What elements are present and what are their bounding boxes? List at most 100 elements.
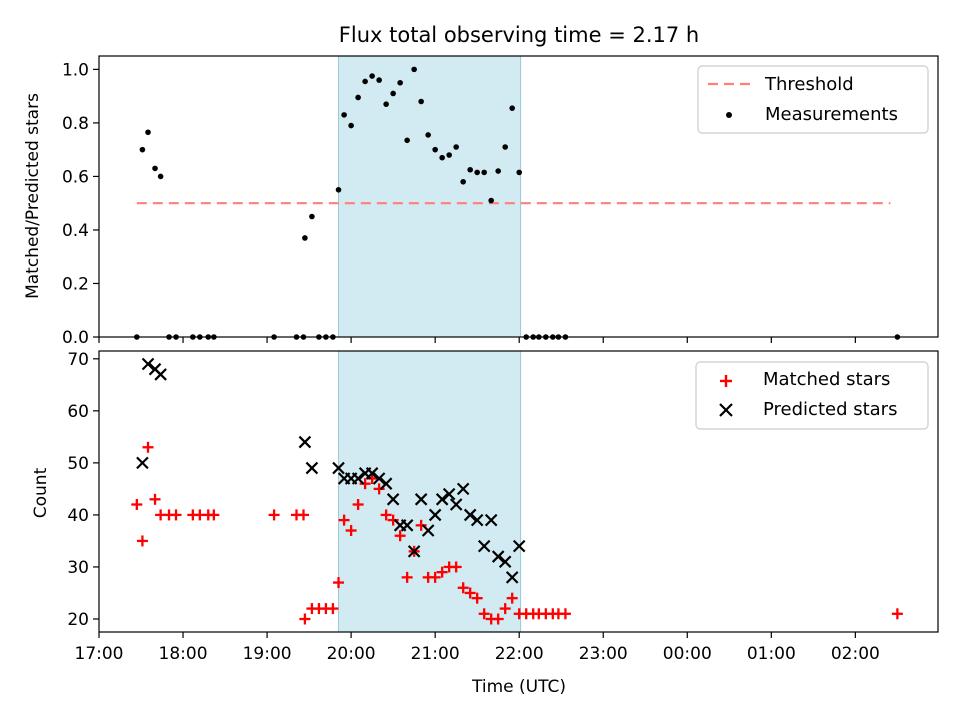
matched-marker [506, 592, 518, 604]
measurement-point [341, 112, 347, 118]
predicted-marker [414, 493, 428, 506]
bottom-panel: 20 30 40 50 60 70 17:00 18:00 19:00 20:00 21:00 22… [31, 350, 939, 697]
measurement-point [369, 73, 375, 79]
bottom-legend-box [695, 361, 929, 430]
predicted-marker [491, 550, 505, 563]
predicted-marker [379, 477, 393, 490]
x-tick-label: 22:00 [495, 644, 544, 664]
top-x-ticks [98, 337, 856, 343]
matched-marker [457, 582, 469, 594]
measurement-point [418, 98, 424, 105]
legend-predicted-label: Predicted stars [763, 399, 897, 420]
measurement-point [453, 144, 459, 150]
matched-marker [299, 613, 311, 625]
measurement-point [302, 235, 308, 241]
measurement-point [348, 122, 354, 129]
predicted-marker [498, 555, 512, 569]
predicted-marker [305, 461, 319, 475]
x-tick-label: 17:00 [75, 644, 124, 664]
x-tick-label: 19:00 [243, 644, 292, 664]
predicted-marker [484, 513, 498, 527]
measurement-point [460, 178, 466, 185]
y-tick-label: 0.6 [62, 167, 89, 187]
matched-marker [401, 571, 413, 583]
measurement-point [139, 146, 146, 153]
matched-marker [327, 603, 339, 615]
measurement-point [390, 90, 396, 97]
predicted-marker [428, 508, 442, 522]
matched-marker [333, 577, 345, 589]
top-legend: Threshold Measurements [697, 65, 929, 134]
y-tick-label: 0.4 [62, 221, 89, 241]
predicted-marker [449, 498, 463, 511]
matched-marker [170, 509, 182, 521]
bottom-y-ticks: 20 30 40 50 60 70 [67, 350, 99, 630]
y-tick-label: 20 [67, 610, 89, 630]
measurement-point [439, 154, 445, 161]
x-tick-label: 02:00 [831, 644, 880, 664]
matched-marker [338, 514, 350, 526]
measurement-point [425, 132, 431, 138]
predicted-marker [372, 472, 386, 485]
y-tick-label: 0.0 [62, 328, 89, 348]
y-tick-label: 0.2 [62, 274, 89, 294]
predicted-marker [365, 467, 379, 480]
bottom-legend: Matched stars Predicted stars [695, 361, 929, 430]
predicted-marker [351, 472, 365, 485]
measurement-point [404, 137, 410, 144]
top-y-ticks: 0.0 0.2 0.4 0.6 0.8 1.0 [62, 60, 99, 348]
predicted-marker [505, 571, 519, 584]
predicted-marker [141, 357, 155, 371]
bottom-x-ticks: 17:00 18:00 19:00 20:00 21:00 22:00 23:00 00:00… [75, 632, 880, 664]
legend-matched-swatch [720, 375, 732, 387]
matched-marker [394, 530, 406, 542]
measurement-point [309, 213, 315, 220]
bottom-axes-frame [98, 350, 939, 633]
matched-marker [136, 535, 148, 547]
chart-title: Flux total observing time = 2.17 h [339, 23, 699, 47]
matched-marker [429, 571, 441, 583]
predicted-marker [435, 493, 449, 506]
matched-marker [297, 509, 309, 521]
measurement-point [516, 169, 523, 176]
y-tick-label: 60 [67, 402, 89, 422]
x-axis-label: Time (UTC) [471, 677, 566, 697]
measurement-point [411, 66, 417, 73]
measurement-point [152, 165, 158, 172]
predicted-marker [400, 519, 414, 532]
x-tick-label: 23:00 [579, 644, 628, 664]
y-tick-label: 0.8 [62, 114, 89, 134]
predicted-marker [407, 545, 421, 558]
measurement-point [502, 144, 508, 150]
matched-marker [345, 525, 357, 537]
matched-marker [352, 499, 364, 511]
predicted-points [136, 357, 526, 584]
y-tick-label: 70 [67, 350, 89, 370]
top-y-axis-label: Matched/Predicted stars [23, 93, 43, 299]
top-shaded-span [338, 55, 522, 338]
x-tick-label: 21:00 [411, 644, 460, 664]
top-legend-box [697, 65, 929, 134]
predicted-marker [332, 461, 345, 475]
predicted-marker [386, 493, 400, 506]
measurement-point [474, 169, 480, 176]
measurement-point [362, 78, 368, 85]
matched-marker [149, 493, 161, 505]
matched-marker [499, 603, 511, 615]
legend-matched-label: Matched stars [763, 369, 890, 390]
legend-measurements-label: Measurements [765, 104, 898, 125]
predicted-marker [298, 435, 312, 449]
matched-points [131, 441, 903, 625]
predicted-marker [421, 524, 435, 537]
x-tick-label: 18:00 [159, 644, 208, 664]
predicted-marker [477, 539, 491, 553]
measurement-point [432, 146, 438, 153]
measurement-point [495, 168, 501, 174]
bottom-y-axis-label: Count [31, 467, 51, 518]
predicted-marker [470, 513, 484, 527]
measurement-point [446, 152, 452, 158]
matched-marker [478, 608, 490, 620]
measurement-point [376, 77, 382, 83]
matched-marker [387, 514, 399, 526]
